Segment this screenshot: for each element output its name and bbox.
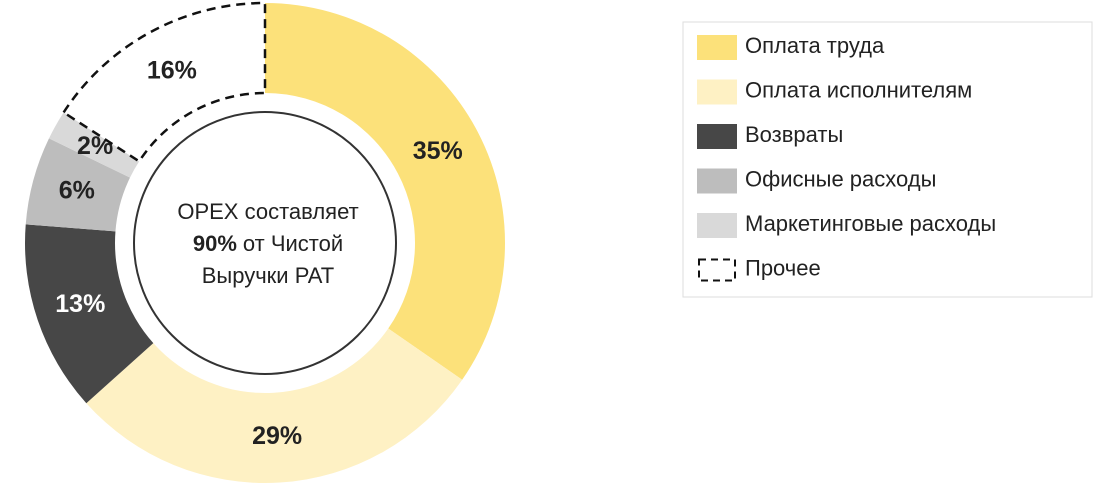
center-text: от Чистой <box>243 231 343 256</box>
data-label: 6% <box>59 177 95 205</box>
donut-segment <box>61 1 267 164</box>
donut-segment <box>24 224 154 404</box>
legend-swatch <box>697 124 737 149</box>
legend-label: Возвраты <box>745 122 843 147</box>
legend-label: Офисные расходы <box>745 166 936 191</box>
data-label: 35% <box>413 137 463 165</box>
legend-swatch <box>698 258 736 282</box>
legend-label: Прочее <box>745 255 821 280</box>
donut-segment <box>25 138 130 232</box>
center-text: 90% <box>193 231 237 256</box>
legend-label: Маркетинговые расходы <box>745 211 996 236</box>
legend-swatch <box>697 168 737 194</box>
data-label: 13% <box>55 290 105 318</box>
data-label: 16% <box>147 56 197 84</box>
legend-swatch <box>697 35 737 60</box>
center-circle <box>133 111 397 375</box>
legend-swatch <box>697 213 737 238</box>
legend-label: Оплата исполнителям <box>745 77 972 102</box>
donut-segment <box>86 328 463 484</box>
donut-segment <box>48 112 140 178</box>
data-label: 29% <box>252 422 302 450</box>
legend-label: Оплата труда <box>745 33 885 58</box>
center-text: OPEX составляет <box>177 199 358 224</box>
donut-segment <box>265 3 505 380</box>
legend-swatch <box>697 79 737 105</box>
center-text: Выручки PAT <box>202 263 334 288</box>
legend-box <box>682 21 1093 298</box>
center-text: 90% от Чистой <box>193 231 343 256</box>
